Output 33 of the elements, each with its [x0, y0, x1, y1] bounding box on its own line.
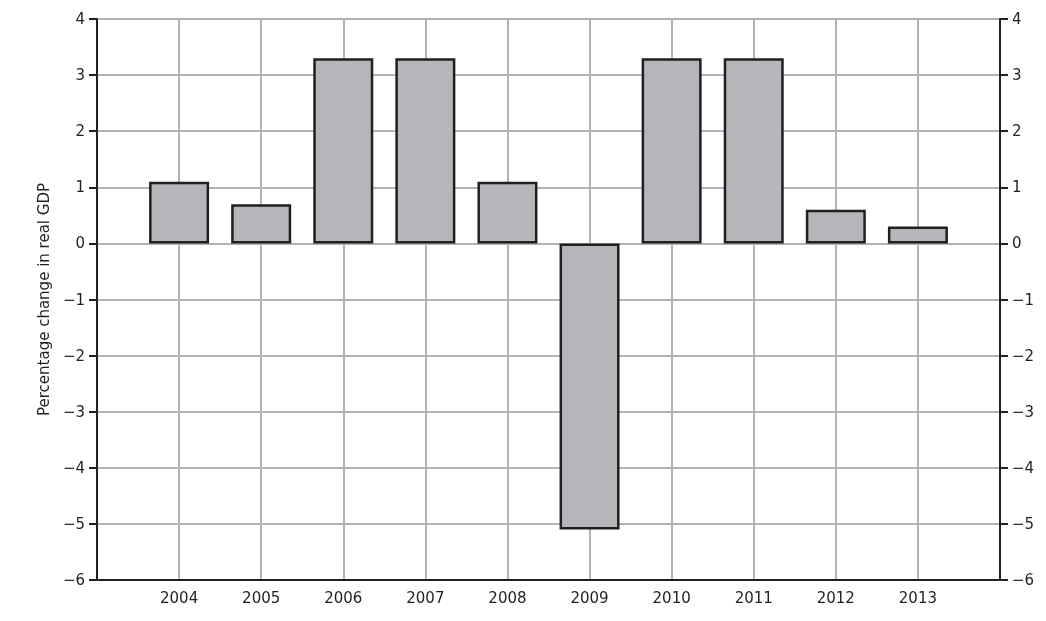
x-tick-label: 2004 — [160, 588, 199, 607]
x-tick-label: 2009 — [570, 588, 609, 607]
x-tick-label: 2012 — [816, 588, 855, 607]
y-tick-label: −6 — [62, 571, 85, 589]
y2-tick-label: −1 — [1012, 290, 1035, 309]
y-tick-label: 3 — [75, 66, 85, 85]
y-tick-label: 1 — [75, 178, 85, 197]
y-tick-label: −5 — [62, 514, 85, 533]
x-tick-label: 2005 — [242, 588, 281, 607]
y-tick-label: −1 — [62, 290, 85, 309]
x-tick-label: 2007 — [406, 588, 445, 607]
x-tick-label: 2006 — [324, 588, 363, 607]
y2-tick-label: −2 — [1012, 346, 1035, 365]
y-tick-label: −4 — [62, 458, 85, 477]
x-tick-label: 2013 — [898, 588, 937, 607]
y2-tick-label: 2 — [1012, 122, 1022, 141]
y2-tick-label: −4 — [1012, 458, 1035, 477]
y2-tick-label: −5 — [1012, 514, 1035, 533]
y2-tick-label: 1 — [1012, 178, 1022, 197]
y2-tick-label: 3 — [1012, 66, 1022, 85]
y-tick-label: −2 — [62, 346, 85, 365]
y-tick-label: −3 — [62, 402, 85, 421]
y-tick-label: 0 — [75, 234, 85, 253]
y2-tick-label: 4 — [1012, 10, 1022, 28]
y-axis-title: Percentage change in real GDP — [35, 183, 54, 416]
y-tick-label: 4 — [75, 10, 85, 28]
y-tick-label: 2 — [75, 122, 85, 141]
x-tick-label: 2010 — [652, 588, 691, 607]
y2-tick-label: −6 — [1012, 571, 1035, 589]
x-tick-label: 2011 — [734, 588, 773, 607]
y2-tick-label: 0 — [1012, 234, 1022, 253]
y2-tick-label: −3 — [1012, 402, 1035, 421]
x-tick-label: 2008 — [488, 588, 527, 607]
